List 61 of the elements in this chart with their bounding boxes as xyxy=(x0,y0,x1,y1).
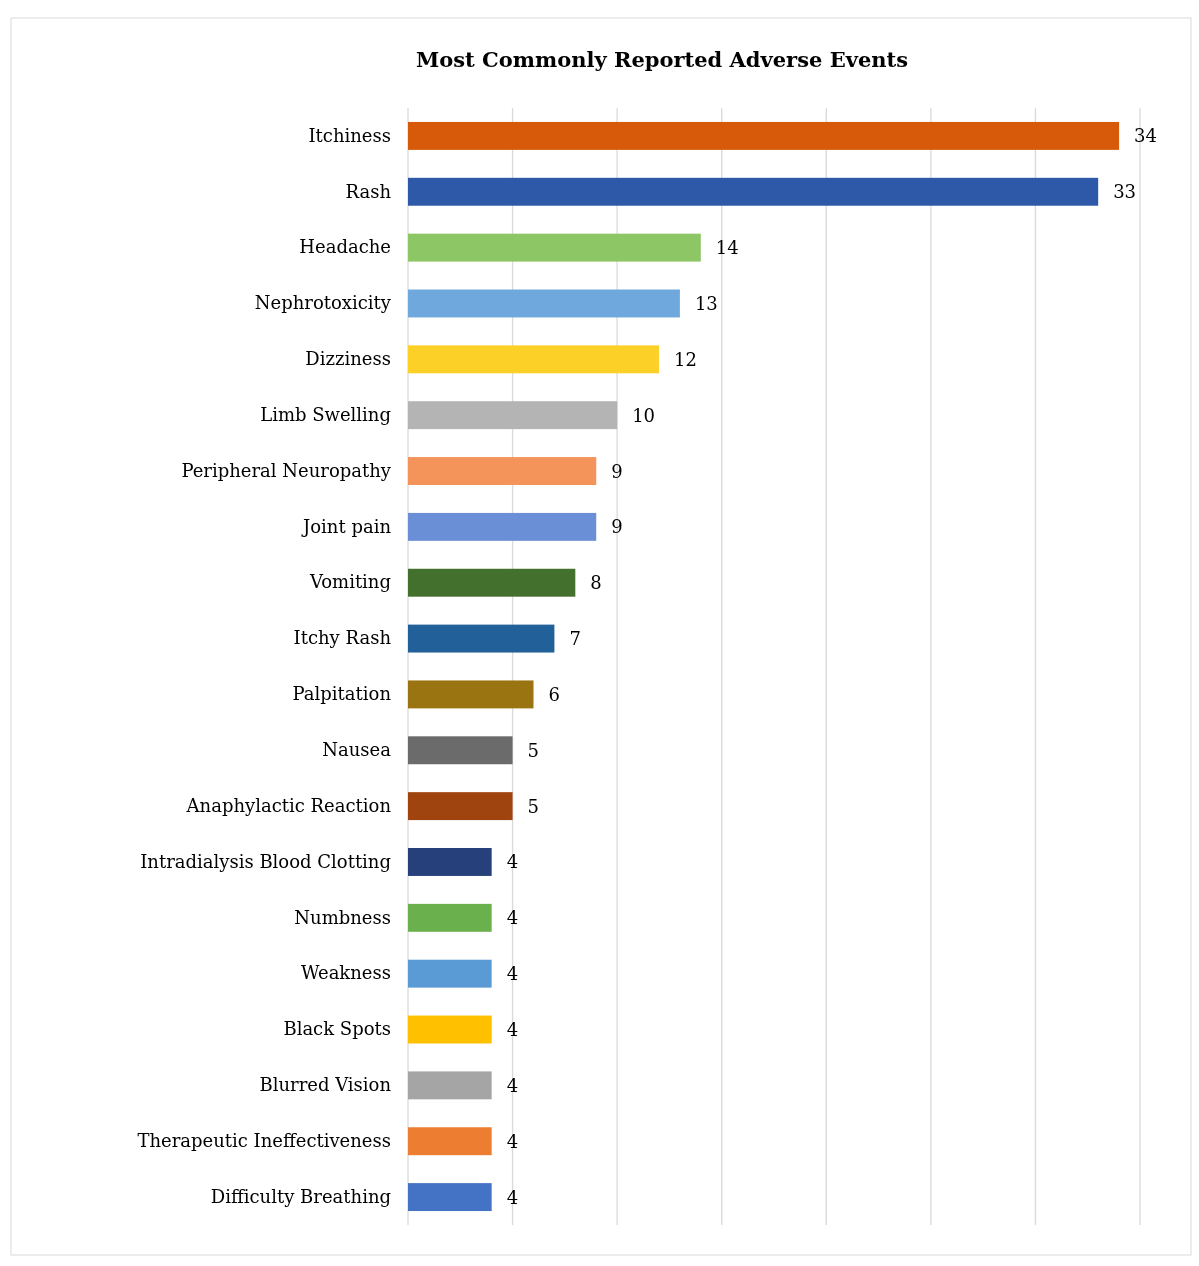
y-tick-label: Therapeutic Ineffectiveness xyxy=(137,1129,391,1151)
y-tick-label: Intradialysis Blood Clotting xyxy=(140,850,391,872)
data-label: 13 xyxy=(694,292,718,314)
data-label: 34 xyxy=(1134,125,1157,147)
data-label: 4 xyxy=(506,907,519,929)
data-label: 4 xyxy=(506,1019,519,1041)
data-label: 12 xyxy=(673,348,697,370)
data-label: 4 xyxy=(506,1074,519,1096)
data-label: 14 xyxy=(715,237,739,259)
y-tick-label: Limb Swelling xyxy=(260,403,391,425)
y-tick-label: Palpitation xyxy=(292,683,392,705)
bar xyxy=(408,512,597,541)
bar xyxy=(408,624,555,653)
chart-title: Most Commonly Reported Adverse Events xyxy=(415,47,909,72)
y-tick-label: Difficulty Breathing xyxy=(210,1185,391,1207)
y-tick-label: Weakness xyxy=(300,962,391,984)
bar xyxy=(408,401,618,430)
data-label: 9 xyxy=(611,516,623,538)
data-label: 4 xyxy=(506,851,519,873)
y-tick-label: Joint pain xyxy=(301,515,392,537)
bar xyxy=(408,903,492,932)
data-label: 4 xyxy=(506,1130,519,1152)
y-tick-label: Vomiting xyxy=(308,571,391,593)
bar xyxy=(408,121,1120,150)
y-tick-label: Peripheral Neuropathy xyxy=(181,459,392,481)
y-tick-label: Anaphylactic Reaction xyxy=(185,794,392,816)
bar xyxy=(408,1183,492,1212)
y-tick-label: Nephrotoxicity xyxy=(254,292,392,314)
bar xyxy=(408,1127,492,1156)
y-tick-label: Itchiness xyxy=(308,124,391,146)
bar xyxy=(408,680,534,709)
data-label: 6 xyxy=(548,683,560,705)
y-tick-label: Blurred Vision xyxy=(259,1074,392,1096)
bar xyxy=(408,959,492,988)
bar xyxy=(408,345,659,374)
bar xyxy=(408,1071,492,1100)
y-tick-label: Nausea xyxy=(322,739,392,761)
data-label: 8 xyxy=(590,572,602,594)
bar xyxy=(408,177,1099,206)
y-tick-label: Rash xyxy=(345,180,392,202)
data-label: 4 xyxy=(506,1186,519,1208)
bar xyxy=(408,848,492,876)
data-label: 33 xyxy=(1113,181,1137,203)
y-tick-label: Black Spots xyxy=(283,1018,391,1040)
bar xyxy=(408,568,576,597)
y-tick-label: Itchy Rash xyxy=(293,627,392,649)
y-tick-label: Dizziness xyxy=(305,348,391,370)
bar xyxy=(408,457,597,485)
data-label: 10 xyxy=(632,404,656,426)
bar xyxy=(408,792,513,821)
bar xyxy=(408,736,513,765)
y-tick-label: Headache xyxy=(299,236,391,258)
data-label: 9 xyxy=(611,460,623,482)
bar xyxy=(408,233,701,262)
data-label: 5 xyxy=(527,795,540,817)
data-label: 4 xyxy=(506,963,519,985)
bar xyxy=(408,1015,492,1044)
data-label: 5 xyxy=(527,739,540,761)
bar xyxy=(408,289,680,318)
y-tick-label: Numbness xyxy=(294,906,391,928)
data-label: 7 xyxy=(569,628,581,650)
